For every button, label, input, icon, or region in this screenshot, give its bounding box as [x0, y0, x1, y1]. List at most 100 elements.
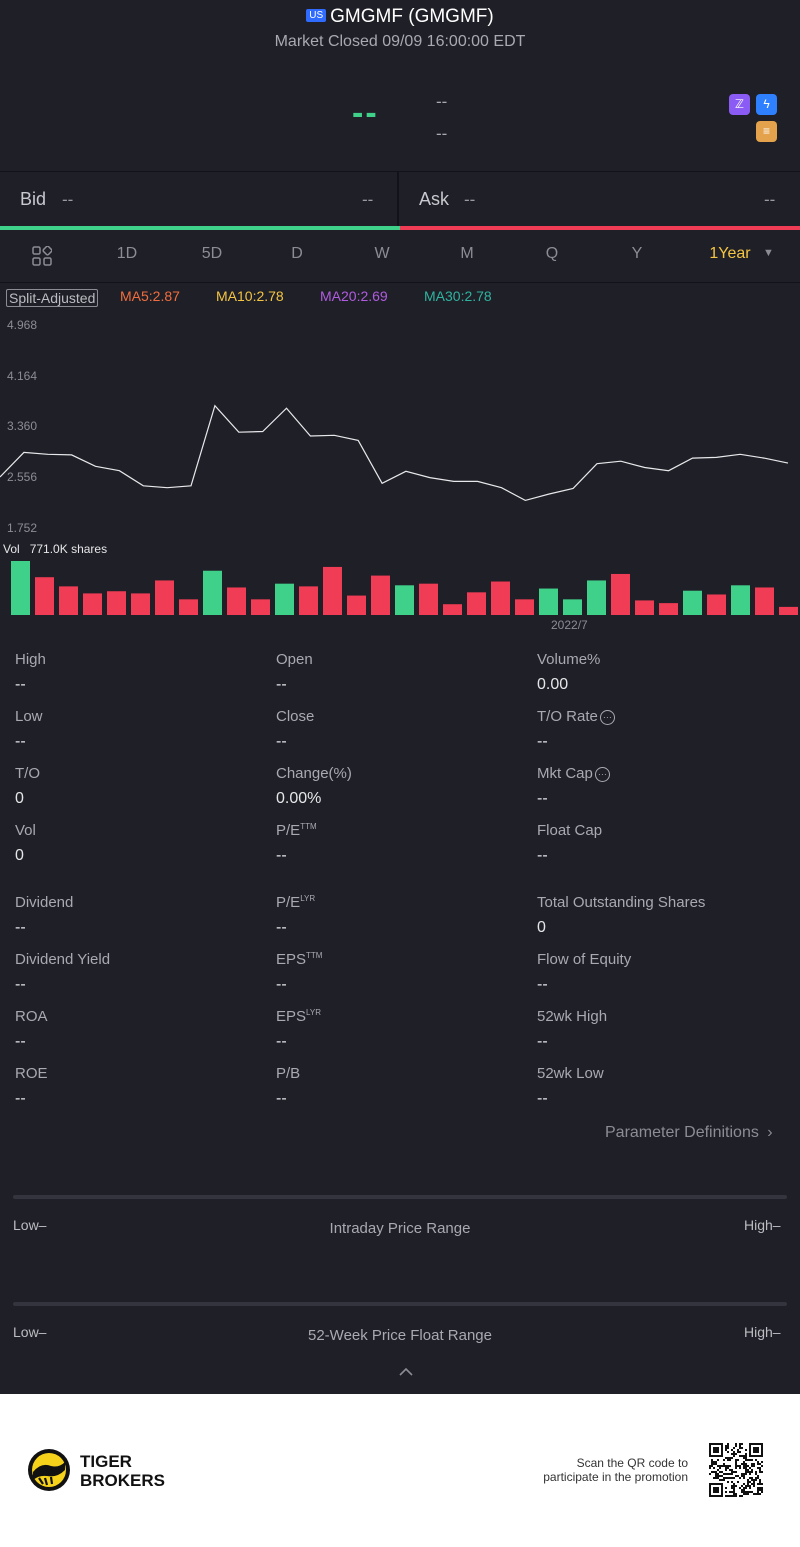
tab-year[interactable]: Y	[631, 245, 643, 262]
volume-bar	[707, 594, 726, 615]
tab-1d[interactable]: 1D	[116, 245, 138, 262]
to-rate-value: --	[537, 733, 548, 750]
more-info-icon[interactable]: ···	[599, 710, 615, 725]
ma5-value: MA5:2.87	[120, 288, 180, 304]
period-tabs: 1D 5D D W M Q Y 1Year ▼	[0, 245, 800, 267]
eps-ttm-text: EPS	[276, 951, 307, 968]
pe-ttm-sup: TTM	[300, 822, 317, 831]
parameter-definitions-text: Parameter Definitions	[605, 1124, 759, 1141]
52wk-low-label: 52wk Low	[537, 1065, 604, 1082]
volume-bar	[275, 583, 294, 615]
price-chart[interactable]	[0, 300, 800, 540]
grid-icon[interactable]	[32, 246, 52, 266]
volume-bar	[155, 580, 174, 615]
volume-bar	[467, 592, 486, 615]
bid-price: --	[62, 190, 74, 209]
divider	[397, 172, 399, 226]
split-adjusted-toggle[interactable]: Split-Adjusted	[6, 289, 99, 307]
pe-ttm-text: P/E	[276, 822, 301, 839]
to-label: T/O	[15, 765, 40, 782]
tab-day[interactable]: D	[291, 245, 303, 262]
change-label: Change(%)	[276, 765, 352, 782]
flow-of-equity-label: Flow of Equity	[537, 951, 632, 968]
float-cap-value: --	[537, 847, 548, 864]
to-value: 0	[15, 790, 24, 807]
vol-stat-value: 0	[15, 847, 24, 864]
volume-bar	[251, 599, 270, 615]
bid-strength-bar	[0, 226, 400, 230]
intraday-range-bar	[13, 1195, 787, 1199]
volume-bar	[779, 606, 798, 615]
vol-label: Vol	[3, 542, 20, 556]
tab-5d[interactable]: 5D	[201, 245, 223, 262]
brand-line2: BROKERS	[80, 1471, 166, 1490]
bid-size: --	[362, 190, 374, 209]
volume-label: Vol 771.0K shares	[3, 542, 107, 556]
ma10-value: MA10:2.78	[216, 288, 284, 304]
zz-icon[interactable]: ℤ	[729, 94, 750, 115]
change-value: 0.00%	[276, 790, 322, 807]
volume-bar	[491, 581, 510, 615]
52wk-high-value: --	[537, 1033, 548, 1050]
tab-quarter[interactable]: Q	[545, 245, 559, 262]
to-rate-label: T/O Rate ···	[537, 708, 615, 725]
y-tick: 4.164	[7, 369, 38, 383]
more-info-icon[interactable]: ···	[594, 767, 610, 782]
low-label: Low	[15, 708, 43, 725]
tiger-logo-icon	[28, 1449, 70, 1491]
vol-stat-label: Vol	[15, 822, 36, 839]
tab-month[interactable]: M	[460, 245, 474, 262]
volume-bar	[299, 586, 318, 615]
pe-lyr-sup: LYR	[300, 894, 316, 903]
price-line	[0, 404, 789, 502]
y-tick: 1.752	[7, 521, 38, 535]
pe-lyr-value: --	[276, 919, 287, 936]
chevron-right-icon: ›	[767, 1124, 773, 1141]
volume-bar	[515, 599, 534, 615]
y-tick: 3.360	[7, 419, 38, 433]
pe-lyr-label: P/ELYR	[276, 894, 315, 911]
ask-label: Ask	[419, 189, 450, 209]
volume-bar	[563, 599, 582, 615]
dropdown-caret-icon[interactable]: ▼	[763, 247, 774, 259]
roe-value: --	[15, 1090, 26, 1107]
volume-bar	[611, 573, 630, 615]
lightning-icon[interactable]: ϟ	[756, 94, 777, 115]
ask-size: --	[764, 190, 776, 209]
volume-bar	[419, 583, 438, 615]
tab-1year[interactable]: 1Year	[709, 245, 751, 262]
last-price: --	[352, 94, 379, 132]
intraday-low: Low–	[13, 1217, 47, 1233]
chevron-up-icon[interactable]	[398, 1367, 414, 1377]
volume-bar	[587, 580, 606, 615]
layers-icon[interactable]: ≡	[756, 121, 777, 142]
volume-bar	[395, 585, 414, 615]
volume-bar	[635, 600, 654, 615]
ask-strength-bar	[400, 226, 800, 230]
volume-pct-label: Volume%	[537, 651, 601, 668]
volume-chart[interactable]	[0, 560, 800, 616]
y-tick: 2.556	[7, 470, 38, 484]
volume-bar	[539, 588, 558, 615]
52week-high: High–	[744, 1324, 781, 1340]
volume-bar	[443, 604, 462, 615]
intraday-range-title: Intraday Price Range	[329, 1220, 471, 1237]
tab-week[interactable]: W	[374, 245, 390, 262]
promo-line1: Scan the QR code to	[576, 1456, 688, 1470]
eps-lyr-sup: LYR	[306, 1008, 321, 1017]
x-tick: 2022/7	[551, 618, 588, 632]
market-badge: US	[306, 9, 327, 22]
mkt-cap-label: Mkt Cap ···	[537, 765, 610, 782]
volume-bar	[179, 599, 198, 615]
dividend-value: --	[15, 919, 26, 936]
y-tick: 4.968	[7, 318, 38, 332]
vol-value: 771.0K shares	[29, 542, 108, 556]
close-label: Close	[276, 708, 315, 725]
volume-bar	[83, 593, 102, 615]
volume-bar	[107, 591, 126, 615]
market-status: Market Closed 09/09 16:00:00 EDT	[274, 33, 526, 50]
price-change: --	[436, 92, 448, 111]
ma30-value: MA30:2.78	[424, 288, 492, 304]
52wk-low-value: --	[537, 1090, 548, 1107]
parameter-definitions-link[interactable]: Parameter Definitions ›	[605, 1124, 773, 1142]
